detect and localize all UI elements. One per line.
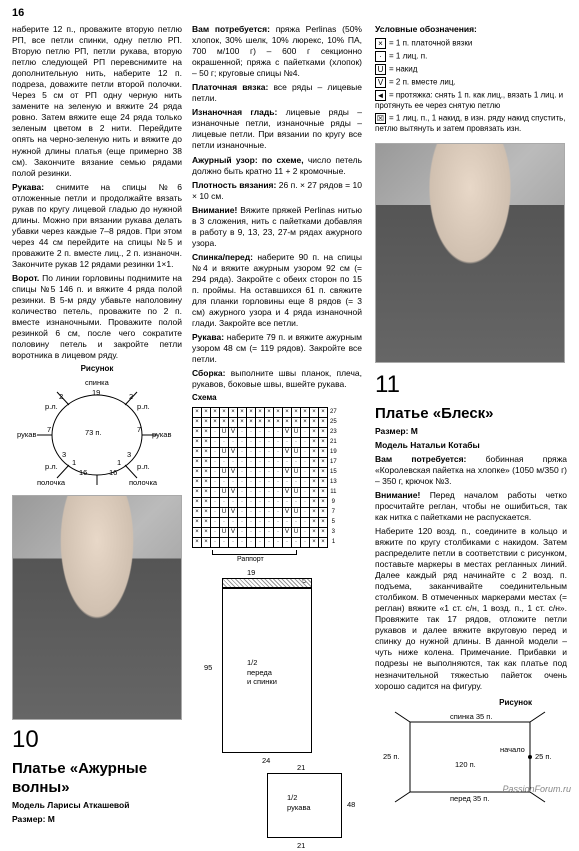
body-text: Плотность вязания: 26 п. × 27 рядов = 10… xyxy=(192,180,362,202)
text: наберите 90 п. на спицы №4 и вяжите ажур… xyxy=(192,252,362,328)
body-text: Сборка: выполните швы планок, плеча, рук… xyxy=(192,368,362,390)
body-text: Вам потребуется: бобинная пряжа «Королев… xyxy=(375,454,567,487)
model-author: Модель Натальи Котабы xyxy=(375,440,567,451)
label: 73 п. xyxy=(85,428,102,438)
label: 16 xyxy=(109,468,117,478)
label: 95 xyxy=(204,663,212,673)
label: 1 xyxy=(72,458,76,468)
legend-row: ☒= 1 лиц. п., 1 накид, в изн. ряду накид… xyxy=(375,113,567,134)
column-3: Условные обозначения: ×= 1 п. платочной … xyxy=(375,24,567,805)
label: 1/2 рукава xyxy=(287,793,311,813)
label: р.л. xyxy=(137,402,150,412)
garment-diagram: 19 5 1/2 переда и спинки 95 24 21 1/2 ру… xyxy=(192,568,362,848)
circle-diagram: спинка 19 2 2 р.л. р.л. рукав рукав 7 7 … xyxy=(17,380,177,490)
label: 21 xyxy=(297,763,305,773)
label: перед 35 п. xyxy=(450,794,489,804)
body-text: Внимание! Перед началом работы четко про… xyxy=(375,490,567,523)
size-label: Размер: М xyxy=(375,426,567,437)
label: р.л. xyxy=(45,462,58,472)
label: р.л. xyxy=(137,462,150,472)
model-photo-10 xyxy=(12,495,182,720)
legend-row: ◄= протяжка: снять 1 п. как лиц., вязать… xyxy=(375,90,567,111)
body-text: Платочная вязка: все ряды – лицевые петл… xyxy=(192,82,362,104)
label: начало xyxy=(500,745,525,755)
column-2: Вам потребуется: пряжа Perlinas (50% хло… xyxy=(192,24,362,848)
label-rukava: Рукава: xyxy=(12,182,44,192)
body-text: Наберите 120 возд. п., соедините в кольц… xyxy=(375,526,567,692)
body-text: Спинка/перед: наберите 90 п. на спицы №4… xyxy=(192,252,362,329)
label: полочка xyxy=(129,478,157,488)
pattern-title: Платье «Ажурные волны» xyxy=(12,759,182,798)
label: 1 xyxy=(117,458,121,468)
label: Вам потребуется: xyxy=(375,454,466,464)
label: 3 xyxy=(127,450,131,460)
watermark: PassionForum.ru xyxy=(502,784,571,796)
label: спинка 35 п. xyxy=(450,712,492,722)
label: 120 п. xyxy=(455,760,476,770)
model-photo-11 xyxy=(375,143,565,363)
label: 48 xyxy=(347,800,355,810)
label: Вам потребуется: xyxy=(192,24,270,34)
pattern-title: Платье «Блеск» xyxy=(375,404,567,424)
label: 21 xyxy=(297,841,305,851)
label: Изнаночная гладь: xyxy=(192,107,277,117)
body-text: Внимание! Вяжите пряжей Perlinas нитью в… xyxy=(192,205,362,249)
label: Сборка: xyxy=(192,368,225,378)
body-text: Ажурный узор: по схеме, число петель дол… xyxy=(192,155,362,177)
knitting-schema: ×××××××××××××××27×××××××××××××××25××·UV·… xyxy=(192,407,342,560)
label: Внимание! xyxy=(192,205,237,215)
label: 16 xyxy=(79,468,87,478)
label: 3 xyxy=(62,450,66,460)
legend-row: ·= 1 лиц. п. xyxy=(375,51,567,62)
pattern-number: 10 xyxy=(12,724,182,755)
label-vorot: Ворот. xyxy=(12,273,39,283)
label: 1/2 переда и спинки xyxy=(247,658,277,687)
text: снимите на спицы №6 отложенные петли и п… xyxy=(12,182,182,269)
label: 7 xyxy=(47,425,51,435)
body-text: Рукава: снимите на спицы №6 отложенные п… xyxy=(12,182,182,270)
legend-row: V= 2 п. вместе лиц. xyxy=(375,77,567,88)
label: 25 п. xyxy=(535,752,552,762)
page-number: 16 xyxy=(12,6,24,20)
legend-title: Условные обозначения: xyxy=(375,24,567,35)
body-text: Ворот. По линии горловины поднимите на с… xyxy=(12,273,182,361)
text: По линии горловины поднимите на спицы №5… xyxy=(12,273,182,360)
label: Рукава: xyxy=(192,332,224,342)
legend-row: U= накид xyxy=(375,64,567,75)
label: рукав xyxy=(17,430,36,440)
label: 2 xyxy=(129,392,133,402)
body-text: Вам потребуется: пряжа Perlinas (50% хло… xyxy=(192,24,362,79)
label: Ажурный узор: по схеме, xyxy=(192,155,304,165)
body-text: Рукава: наберите 79 п. и вяжите ажурным … xyxy=(192,332,362,365)
diagram-title: Рисунок xyxy=(375,698,567,708)
label: 2 xyxy=(59,392,63,402)
size-label: Размер: М xyxy=(12,814,182,825)
label: спинка xyxy=(85,378,109,388)
diagram-title: Рисунок xyxy=(12,364,182,374)
label: 7 xyxy=(137,425,141,435)
label: р.л. xyxy=(45,402,58,412)
body-text: Изнаночная гладь: лицевые ряды – изнаноч… xyxy=(192,107,362,151)
label: Внимание! xyxy=(375,490,420,500)
label: 25 п. xyxy=(383,752,400,762)
legend-row: ×= 1 п. платочной вязки xyxy=(375,38,567,49)
model-author: Модель Ларисы Аткашевой xyxy=(12,800,182,811)
rapport-label: Раппорт xyxy=(237,555,264,564)
label: полочка xyxy=(37,478,65,488)
schema-title: Схема xyxy=(192,393,362,403)
label: Платочная вязка: xyxy=(192,82,268,92)
label: рукав xyxy=(152,430,171,440)
pattern-number: 11 xyxy=(375,369,567,400)
label: Плотность вязания: xyxy=(192,180,276,190)
legend: ×= 1 п. платочной вязки ·= 1 лиц. п. U= на… xyxy=(375,38,567,135)
label: 24 xyxy=(262,756,270,766)
label: 19 xyxy=(247,568,255,578)
column-1: наберите 12 п., проважите вторую петлю Р… xyxy=(12,24,182,828)
label: 19 xyxy=(92,388,100,398)
label: Спинка/перед: xyxy=(192,252,253,262)
body-text: наберите 12 п., проважите вторую петлю Р… xyxy=(12,24,182,179)
